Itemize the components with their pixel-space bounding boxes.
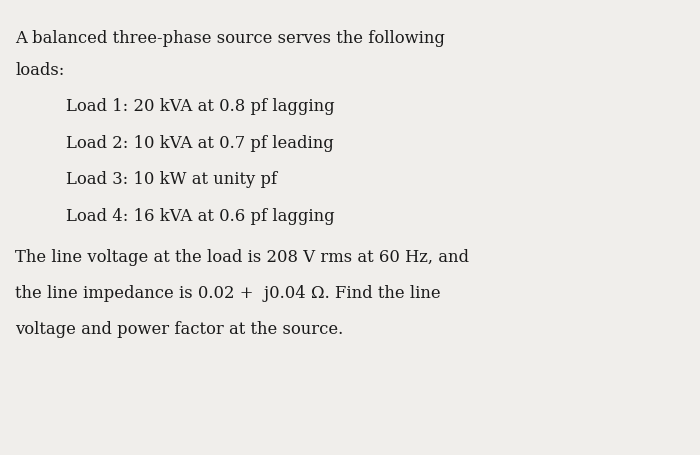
Text: Load 1: 20 kVA at 0.8 pf lagging: Load 1: 20 kVA at 0.8 pf lagging [66, 98, 335, 116]
Text: Load 4: 16 kVA at 0.6 pf lagging: Load 4: 16 kVA at 0.6 pf lagging [66, 207, 335, 225]
Text: loads:: loads: [15, 62, 65, 79]
Text: the line impedance is 0.02 +  j0.04 Ω. Find the line: the line impedance is 0.02 + j0.04 Ω. Fi… [15, 285, 441, 302]
Text: A balanced three-phase source serves the following: A balanced three-phase source serves the… [15, 30, 445, 47]
Text: The line voltage at the load is 208 V rms at 60 Hz, and: The line voltage at the load is 208 V rm… [15, 248, 470, 266]
Text: voltage and power factor at the source.: voltage and power factor at the source. [15, 321, 344, 339]
Text: Load 2: 10 kVA at 0.7 pf leading: Load 2: 10 kVA at 0.7 pf leading [66, 135, 335, 152]
Text: Load 3: 10 kW at unity pf: Load 3: 10 kW at unity pf [66, 171, 278, 188]
